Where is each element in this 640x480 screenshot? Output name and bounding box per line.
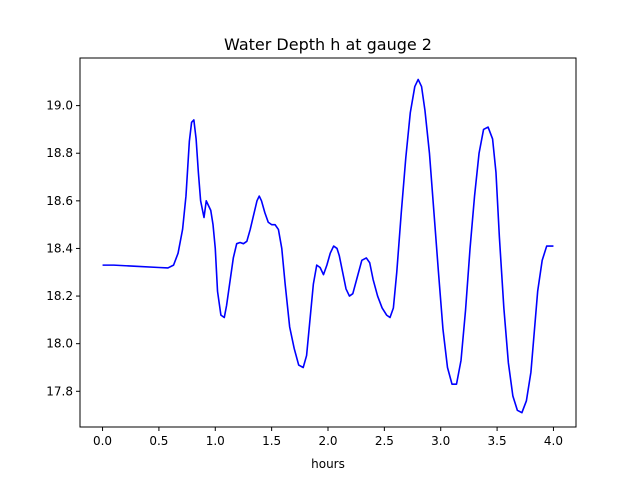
y-tick-label: 19.0 — [46, 99, 73, 113]
x-tick-label: 2.5 — [375, 434, 394, 448]
x-tick-label: 1.5 — [262, 434, 281, 448]
x-tick-label: 0.0 — [93, 434, 112, 448]
series-line-water-depth — [102, 78, 554, 414]
y-tick-label: 17.8 — [46, 384, 73, 398]
x-tick-label: 4.0 — [544, 434, 563, 448]
x-axis-label: hours — [311, 457, 345, 471]
x-tick-label: 2.0 — [318, 434, 337, 448]
chart-title: Water Depth h at gauge 2 — [224, 35, 432, 54]
x-tick-label: 0.5 — [149, 434, 168, 448]
y-tick-label: 18.0 — [46, 337, 73, 351]
y-tick-label: 18.4 — [46, 241, 73, 255]
y-tick-label: 18.8 — [46, 146, 73, 160]
x-axis: 0.0 0.5 1.0 1.5 2.0 2.5 3.0 3.5 4.0 — [93, 427, 563, 448]
y-tick-label: 18.2 — [46, 289, 73, 303]
x-tick-label: 1.0 — [206, 434, 225, 448]
y-tick-label: 18.6 — [46, 194, 73, 208]
x-tick-label: 3.0 — [431, 434, 450, 448]
y-axis: 17.8 18.0 18.2 18.4 18.6 18.8 19.0 — [46, 99, 80, 398]
plot-area — [102, 78, 554, 414]
plot-frame — [79, 57, 577, 428]
x-tick-label: 3.5 — [488, 434, 507, 448]
